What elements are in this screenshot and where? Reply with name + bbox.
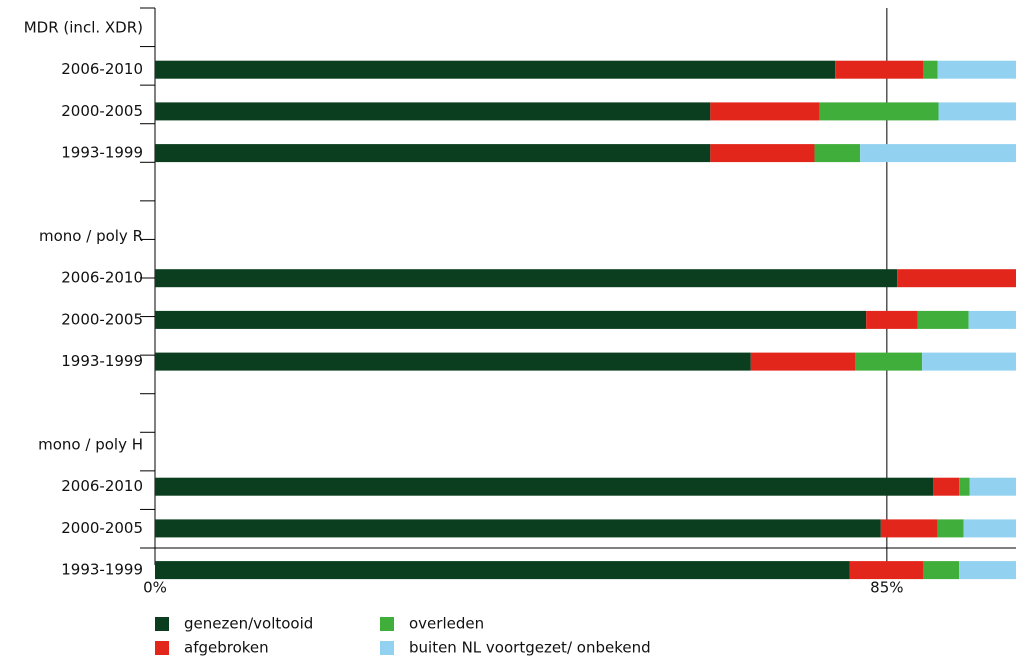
bar-segment (849, 561, 924, 580)
y-tick-label: 2000-2005 (61, 310, 143, 328)
y-tick-label: 1993-1999 (61, 561, 143, 579)
bar-segment (750, 352, 855, 371)
y-tick-label: MDR (incl. XDR) (24, 19, 143, 37)
bar-segment (880, 519, 938, 538)
y-tick-label: 1993-1999 (61, 352, 143, 370)
legend-label: buiten NL voortgezet/ onbekend (409, 639, 651, 657)
legend-label: overleden (409, 615, 484, 633)
y-tick-label: 1993-1999 (61, 144, 143, 162)
bar-segment (819, 102, 939, 121)
y-tick-label: 2006-2010 (61, 477, 143, 495)
legend-swatch (155, 617, 169, 631)
bar-segment (937, 519, 964, 538)
bar-segment (866, 310, 918, 329)
bar-segment (155, 269, 898, 288)
bar-segment (710, 102, 820, 121)
bar-segment (835, 60, 924, 79)
bar-segment (860, 144, 1016, 163)
bar-segment (959, 561, 1016, 580)
bar-segment (155, 477, 934, 496)
bar-segment (937, 60, 1016, 79)
bar-segment (155, 144, 711, 163)
y-tick-label: 2000-2005 (61, 519, 143, 537)
legend-swatch (380, 617, 394, 631)
bar-segment (923, 60, 938, 79)
legend-label: afgebroken (184, 639, 269, 657)
x-tick-label: 0% (143, 579, 167, 597)
bar-segment (922, 352, 1016, 371)
bar-segment (155, 102, 711, 121)
bar-segment (917, 310, 969, 329)
legend-swatch (155, 641, 169, 655)
bar-segment (963, 519, 1016, 538)
bar-segment (814, 144, 861, 163)
bar-segment (155, 310, 867, 329)
bar-segment (923, 561, 960, 580)
y-tick-label: 2000-2005 (61, 102, 143, 120)
x-tick-label: 85% (870, 579, 903, 597)
bar-segment (938, 102, 1016, 121)
bar-segment (897, 269, 1016, 288)
bar-segment (933, 477, 960, 496)
legend-swatch (380, 641, 394, 655)
y-tick-label: 2006-2010 (61, 269, 143, 287)
bar-segment (854, 352, 923, 371)
bar-segment (959, 477, 970, 496)
bar-segment (969, 477, 1016, 496)
bar-segment (710, 144, 815, 163)
bar-segment (155, 60, 836, 79)
y-tick-label: mono / poly R (39, 227, 143, 245)
legend-label: genezen/voltooid (184, 615, 313, 633)
y-tick-label: 2006-2010 (61, 60, 143, 78)
bar-segment (155, 561, 850, 580)
bar-segment (968, 310, 1016, 329)
bar-segment (155, 519, 881, 538)
y-tick-label: mono / poly H (38, 436, 143, 454)
bar-segment (155, 352, 751, 371)
